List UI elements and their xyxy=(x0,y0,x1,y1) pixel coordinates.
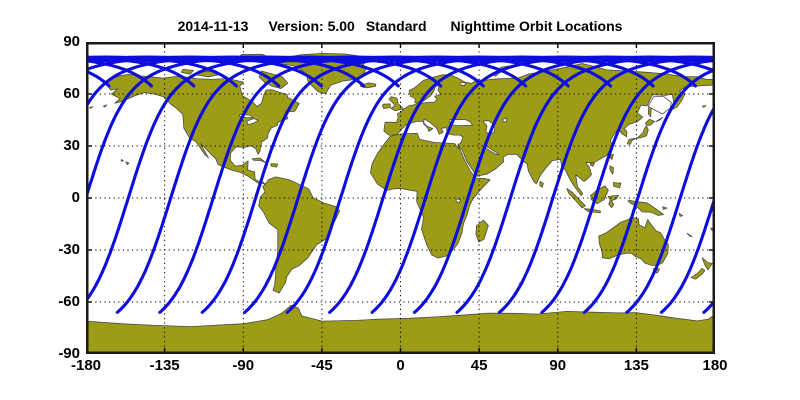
plot-frame xyxy=(86,42,715,354)
water-layer xyxy=(238,82,672,204)
x-axis-label: 135 xyxy=(623,357,649,374)
land-polygon xyxy=(702,105,707,108)
title-mode: Standard xyxy=(365,18,427,34)
x-axis-label: 90 xyxy=(549,357,567,374)
land-polygon xyxy=(120,159,124,162)
land-polygon xyxy=(125,161,130,166)
plot-title: 2014-11-13 Version: 5.00 Standard Nighttime… xyxy=(0,18,800,34)
y-axis-label: -90 xyxy=(58,345,80,362)
orbit-track xyxy=(582,68,715,314)
land-polygon xyxy=(690,267,706,280)
land-polygon xyxy=(686,232,693,238)
land-polygon xyxy=(270,163,279,168)
x-axis-label: 45 xyxy=(470,357,488,374)
y-axis-label: -30 xyxy=(58,241,80,258)
land-polygon xyxy=(589,162,595,167)
water-body xyxy=(647,96,672,115)
water-body xyxy=(459,82,467,87)
land-polygon xyxy=(180,68,194,75)
polar-band xyxy=(86,56,715,63)
y-axis-label: 60 xyxy=(63,85,80,102)
land-polygon xyxy=(678,212,684,217)
water-body xyxy=(246,118,259,126)
y-axis-label: -60 xyxy=(58,293,80,310)
x-axis-label: -180 xyxy=(70,357,102,374)
land-polygon xyxy=(598,216,669,266)
land-polygon xyxy=(626,125,649,145)
land-polygon xyxy=(655,117,663,123)
x-axis-label: -135 xyxy=(149,357,180,374)
land-polygon xyxy=(251,157,267,163)
land-polygon xyxy=(103,104,108,108)
title-version: Version: 5.00 xyxy=(268,18,355,34)
land-polygon xyxy=(566,188,586,209)
water-body xyxy=(418,84,442,105)
land-polygon xyxy=(702,257,713,271)
y-axis-label: 30 xyxy=(63,137,80,154)
land-polygon xyxy=(106,74,300,185)
water-body xyxy=(455,198,462,204)
land-polygon xyxy=(662,206,668,210)
y-axis-label: 90 xyxy=(63,33,80,50)
land-polygon xyxy=(645,118,655,126)
land-polygon xyxy=(381,103,391,109)
land-polygon xyxy=(258,176,341,294)
water-body xyxy=(502,118,508,123)
orbit-track xyxy=(625,103,715,314)
y-axis-label: 0 xyxy=(71,189,80,206)
land-polygon xyxy=(612,182,622,189)
land-polygon xyxy=(388,96,404,111)
x-axis-label: 0 xyxy=(396,357,405,374)
title-main: Nighttime Orbit Locations xyxy=(450,18,623,34)
title-date: 2014-11-13 xyxy=(177,18,249,34)
x-axis-label: -90 xyxy=(232,357,255,374)
x-axis-label: 180 xyxy=(702,357,728,374)
land-polygon xyxy=(607,194,619,209)
orbit-tracks-layer xyxy=(86,55,715,314)
x-axis-label: -45 xyxy=(311,357,333,374)
land-polygon xyxy=(609,165,615,175)
land-polygon xyxy=(539,181,544,188)
land-polygon xyxy=(475,219,489,243)
land-polygon xyxy=(89,106,94,109)
orbit-map-plot xyxy=(86,42,715,354)
orbit-track xyxy=(659,192,715,314)
land-polygon xyxy=(609,153,614,160)
